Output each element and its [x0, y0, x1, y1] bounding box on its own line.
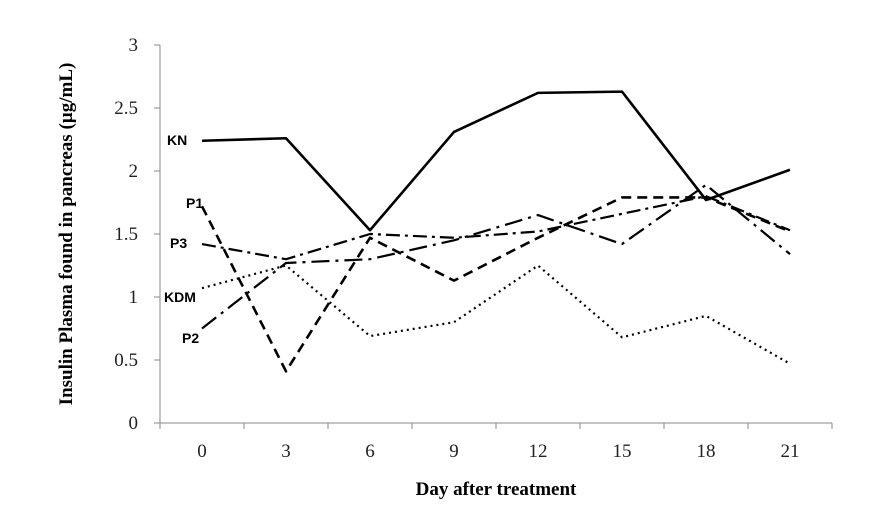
series-label-p2: P2: [182, 330, 199, 346]
series-labels: KN P1 P3 KDM P2: [164, 132, 203, 346]
x-tick-label: 6: [365, 441, 375, 462]
y-tick-label: 0: [129, 413, 139, 434]
x-tick-label: 3: [281, 441, 291, 462]
series-line-p1: [200, 196, 791, 373]
x-tick-label: 9: [449, 441, 459, 462]
series-label-p3: P3: [170, 235, 187, 251]
series-label-kdm: KDM: [164, 289, 196, 305]
y-tick-label: 3: [129, 35, 139, 56]
y-tick-label: 0.5: [114, 350, 138, 371]
y-tick-label: 2: [129, 161, 139, 182]
x-ticks: 0 3 6 9 12 15 18 21: [159, 423, 833, 462]
series-label-p1: P1: [186, 195, 203, 211]
y-tick-label: 1.5: [114, 224, 138, 245]
y-tick-label: 1: [129, 287, 139, 308]
series-label-kn: KN: [167, 132, 187, 148]
y-axis-title: Insulin Plasma found in pancreas (µg/mL): [56, 63, 77, 406]
x-tick-label: 15: [613, 441, 632, 462]
y-ticks: 0 0.5 1 1.5 2 2.5 3: [114, 35, 160, 434]
x-tick-label: 0: [197, 441, 207, 462]
series-line-p3: [201, 195, 791, 261]
y-tick-label: 2.5: [114, 98, 138, 119]
series-lines: [200, 90, 791, 373]
x-tick-label: 21: [781, 441, 800, 462]
series-line-kn: [201, 90, 791, 232]
x-tick-label: 12: [529, 441, 548, 462]
series-line-p2: [201, 183, 791, 330]
x-tick-label: 18: [697, 441, 716, 462]
x-axis-title: Day after treatment: [416, 479, 577, 500]
series-line-kdm: [201, 264, 791, 365]
